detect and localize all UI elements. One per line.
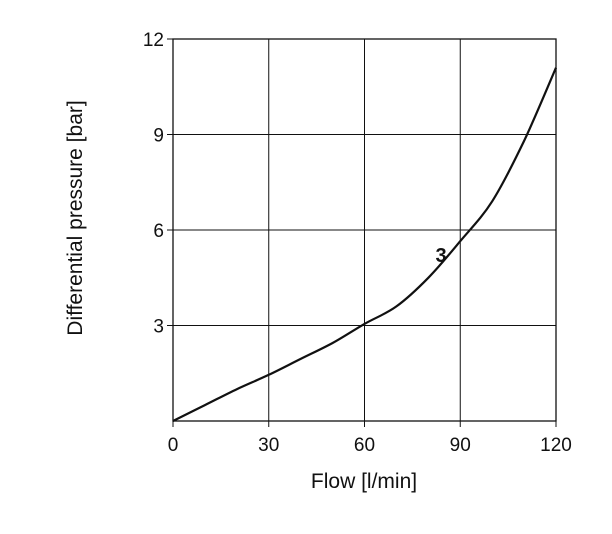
tick-labels: 0 30 60 90 120 3 6 9 12 [143,30,572,456]
y-tick-label: 12 [143,30,164,51]
x-tick-label: 90 [450,435,471,456]
y-tick-label: 9 [153,126,164,147]
series-layer: 3 [172,67,558,422]
x-axis-title: Flow [l/min] [311,470,417,493]
grid [173,39,556,421]
x-tick-label: 0 [168,435,179,456]
y-tick-label: 3 [153,317,164,338]
x-tick-label: 60 [354,435,375,456]
x-tick-label: 30 [258,435,279,456]
y-tick-label: 6 [153,221,164,242]
series-line [172,67,558,422]
y-axis-title: Differential pressure [bar] [64,100,87,335]
x-tick-label: 120 [540,435,572,456]
series-label: 3 [436,245,447,267]
